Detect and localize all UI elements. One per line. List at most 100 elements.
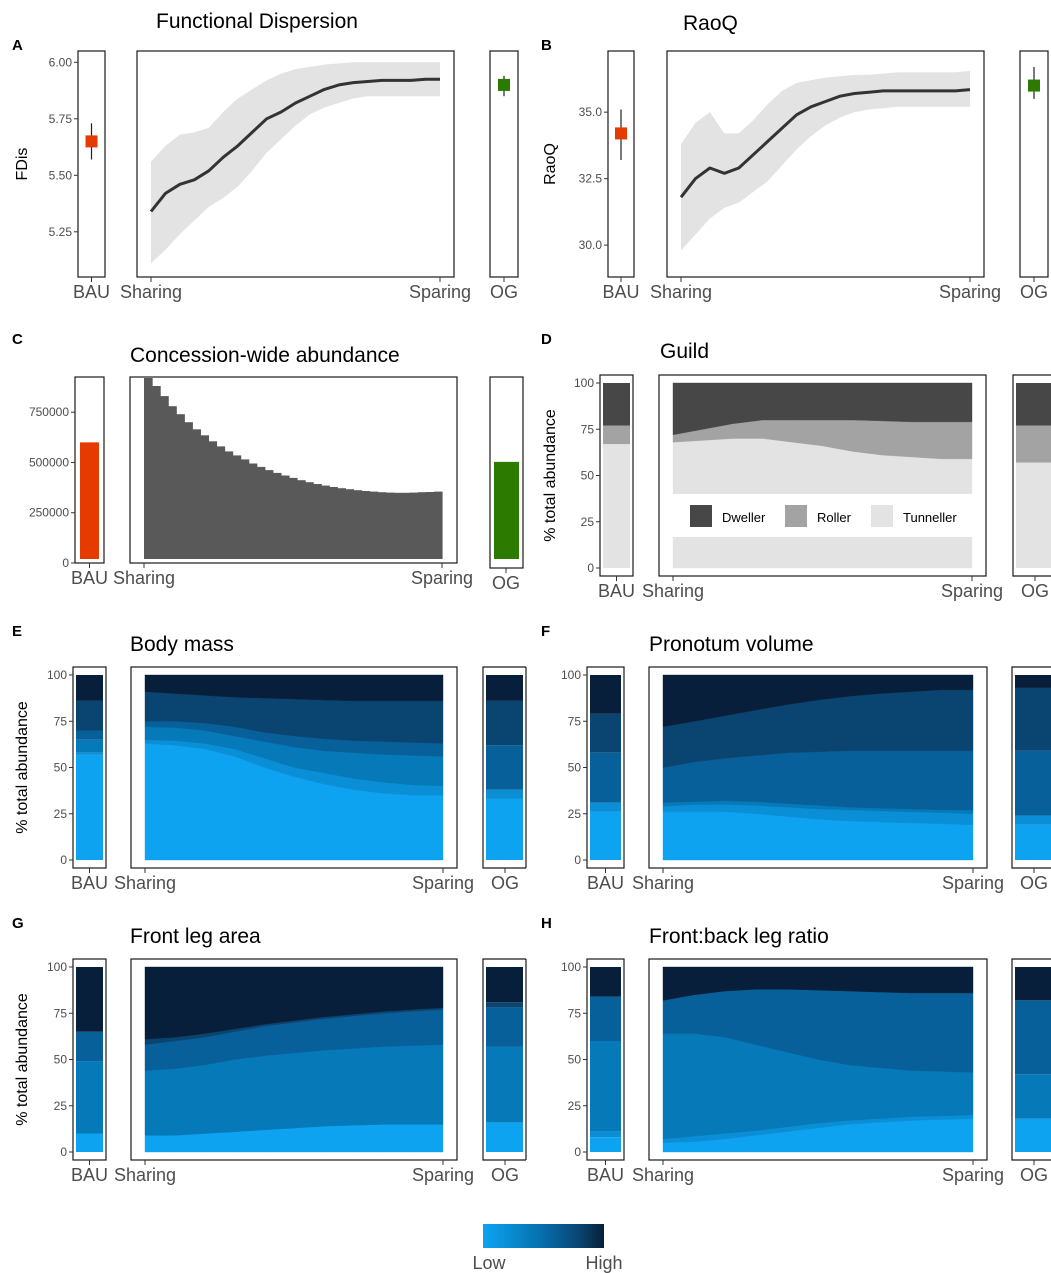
sparing-A-label: Sparing xyxy=(409,282,471,302)
panel-label-B: B xyxy=(541,37,552,54)
og-segment-F-0 xyxy=(1015,824,1051,860)
panel-label-E: E xyxy=(12,623,22,640)
og-segment-F-4 xyxy=(1015,687,1051,751)
abundance-bar-35 xyxy=(425,492,435,559)
abundance-bar-1 xyxy=(152,386,161,559)
y-tick-label-B-0: 30.0 xyxy=(579,238,603,252)
y-tick-label-E-4: 100 xyxy=(47,668,67,682)
legend-swatch-tunneller xyxy=(871,505,893,527)
sparing-H-label: Sparing xyxy=(942,1165,1004,1185)
sharing-E-label: Sharing xyxy=(114,873,176,893)
panel-label-A: A xyxy=(12,37,23,54)
abundance-bar-26 xyxy=(353,490,363,559)
sharing-F-label: Sharing xyxy=(632,873,694,893)
confidence-band-A xyxy=(151,62,440,264)
sparing-D-label: Sparing xyxy=(941,581,1003,601)
abundance-bar-24 xyxy=(337,488,346,559)
og-C-label: OG xyxy=(492,573,520,593)
y-axis-label-B: RaoQ xyxy=(542,143,559,185)
sparing-F-label: Sparing xyxy=(942,873,1004,893)
og-segment-G-3 xyxy=(486,1007,523,1047)
og-segment-H-2 xyxy=(1015,1074,1051,1119)
bau-segment-G-5 xyxy=(76,967,103,1032)
bau-point-A xyxy=(85,135,98,148)
y-tick-label-G-0: 0 xyxy=(60,1145,67,1159)
y-tick-label-F-0: 0 xyxy=(574,853,581,867)
og-frame-D xyxy=(1012,374,1051,577)
y-tick-label-H-2: 50 xyxy=(568,1053,582,1067)
sharing-D-label: Sharing xyxy=(642,581,704,601)
abundance-bar-17 xyxy=(280,475,290,559)
panel-C: C Concession-wide abundance 0 250000 500000 7… xyxy=(12,331,524,593)
main-frame-A xyxy=(136,50,455,278)
bau-segment-E-1 xyxy=(76,752,103,755)
og-segment-E-0 xyxy=(486,798,523,860)
abundance-bar-14 xyxy=(256,466,266,559)
og-segment-H-3 xyxy=(1015,1000,1051,1075)
bau-bar-C xyxy=(80,442,99,559)
bau-segment-E-0 xyxy=(76,754,103,860)
legend-label-tunneller: Tunneller xyxy=(903,510,957,525)
panel-title-G: Front leg area xyxy=(130,925,261,948)
legend-label-dweller: Dweller xyxy=(722,510,766,525)
bau-frame-A xyxy=(77,50,106,278)
y-tick-label-A-2: 5.75 xyxy=(49,112,73,126)
abundance-bar-27 xyxy=(361,491,371,559)
bau-D-label: BAU xyxy=(598,581,635,601)
y-tick-label-C-1: 250000 xyxy=(29,506,69,520)
og-H-label: OG xyxy=(1020,1165,1048,1185)
panel-H: H Front:back leg ratio 0 25 50 75 100 BAU Sharin… xyxy=(541,915,1051,1185)
og-bar-C xyxy=(494,461,519,559)
bau-C-label: BAU xyxy=(71,568,108,588)
abundance-bar-6 xyxy=(192,429,201,559)
area-layer-D-2 xyxy=(672,382,973,436)
abundance-bar-4 xyxy=(176,414,185,559)
abundance-bar-9 xyxy=(216,446,226,559)
abundance-bar-32 xyxy=(401,492,411,559)
abundance-bar-12 xyxy=(240,459,250,559)
bau-segment-D-2 xyxy=(603,383,630,426)
abundance-bar-8 xyxy=(208,441,218,559)
y-tick-label-H-1: 25 xyxy=(568,1099,582,1113)
panel-title-E: Body mass xyxy=(130,633,234,656)
y-tick-label-C-0: 0 xyxy=(62,556,69,570)
panel-label-F: F xyxy=(541,623,550,640)
panel-title-A: Functional Dispersion xyxy=(156,10,358,33)
bau-segment-E-3 xyxy=(76,730,103,740)
bau-segment-E-4 xyxy=(76,700,103,731)
main-frame-H xyxy=(648,958,988,1161)
panel-E: E Body mass % total abundance 0 25 50 75 100 BAU… xyxy=(12,623,527,893)
og-segment-D-2 xyxy=(1016,383,1051,426)
sharing-A-label: Sharing xyxy=(120,282,182,302)
og-segment-E-1 xyxy=(486,789,523,799)
y-tick-label-D-1: 25 xyxy=(581,515,595,529)
abundance-bar-19 xyxy=(297,480,306,559)
legend-box-D xyxy=(661,494,984,537)
y-tick-label-B-2: 35.0 xyxy=(579,105,603,119)
og-point-A xyxy=(498,78,510,91)
bau-F-label: BAU xyxy=(587,873,624,893)
panel-title-F: Pronotum volume xyxy=(649,633,814,656)
og-segment-G-0 xyxy=(486,1122,523,1152)
og-segment-D-0 xyxy=(1016,462,1051,568)
bau-H-label: BAU xyxy=(587,1165,624,1185)
abundance-bar-13 xyxy=(248,463,258,559)
abundance-bar-20 xyxy=(305,482,314,559)
panel-title-B: RaoQ xyxy=(683,12,738,35)
panel-title-D: Guild xyxy=(660,340,709,363)
y-axis-label-A: FDis xyxy=(14,148,31,181)
panel-B: B RaoQ 30.0 32.5 35.0 BAU RaoQ Sharing Sparing OG xyxy=(541,12,1049,302)
abundance-bar-33 xyxy=(409,492,419,559)
bau-segment-G-3 xyxy=(76,1031,103,1062)
og-segment-E-5 xyxy=(486,675,523,701)
y-tick-label-G-2: 50 xyxy=(54,1053,68,1067)
og-G-label: OG xyxy=(491,1165,519,1185)
main-frame-G xyxy=(130,958,458,1161)
abundance-bar-16 xyxy=(272,472,282,559)
main-frame-F xyxy=(648,666,988,869)
main-frame-E xyxy=(130,666,458,869)
abundance-bar-34 xyxy=(417,492,427,559)
y-tick-label-E-3: 75 xyxy=(54,714,68,728)
y-tick-label-F-3: 75 xyxy=(568,714,582,728)
